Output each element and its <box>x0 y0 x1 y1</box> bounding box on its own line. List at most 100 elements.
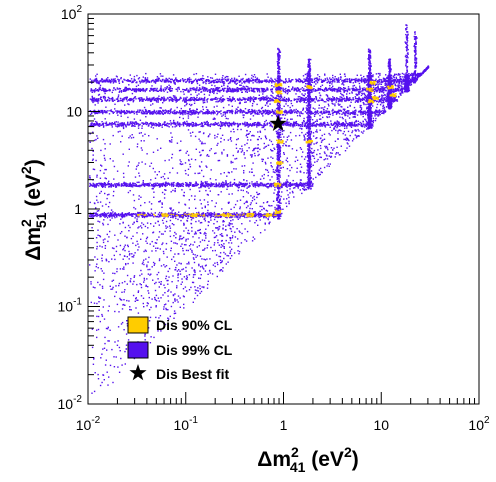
cl99-point <box>188 79 190 81</box>
cl99-point <box>175 96 177 98</box>
cl99-point <box>96 215 98 218</box>
cl99-point <box>283 122 285 125</box>
cl99-point <box>108 90 111 92</box>
cl99-point <box>234 90 236 92</box>
cl99-point <box>156 80 159 82</box>
cl99-point <box>360 99 362 101</box>
cl99-point <box>345 80 347 82</box>
cl99-point <box>264 89 266 92</box>
cl99-point <box>98 100 100 102</box>
cl99-point <box>118 184 121 186</box>
cl99-point <box>366 90 368 93</box>
cl99-point <box>167 125 169 127</box>
cl99-point <box>100 80 102 82</box>
cl99-point <box>220 184 222 186</box>
cl99-point <box>158 110 160 112</box>
cl99-point <box>175 112 178 115</box>
cl99-point <box>99 88 102 90</box>
cl99-point <box>188 113 190 115</box>
cl99-point <box>352 112 354 114</box>
cl99-point <box>215 89 217 92</box>
cl99-point <box>178 211 180 213</box>
cl99-point <box>152 90 155 92</box>
cl99-point <box>159 185 162 188</box>
cl99-point <box>188 125 190 127</box>
cl99-point <box>304 123 306 125</box>
cl99-point <box>151 113 154 115</box>
cl99-point <box>226 79 228 81</box>
cl99-point <box>269 185 271 187</box>
cl99-point <box>172 182 174 184</box>
cl99-point <box>188 185 190 188</box>
cl99-point <box>357 101 360 103</box>
cl99-point <box>268 216 270 218</box>
cl99-point <box>248 80 250 82</box>
cl99-point <box>215 101 217 103</box>
cl99-point <box>134 88 137 91</box>
cl99-point <box>242 184 244 186</box>
cl99-point <box>140 112 143 114</box>
cl99-point <box>122 100 124 103</box>
cl99-point <box>311 112 313 115</box>
cl99-point <box>319 97 321 99</box>
cl99-point <box>141 183 143 185</box>
cl99-point <box>349 125 351 127</box>
cl99-point <box>137 211 139 214</box>
cl99-point <box>318 125 320 127</box>
cl99-point <box>286 183 288 186</box>
cl99-point <box>267 182 270 185</box>
cl99-point <box>371 79 373 81</box>
cl99-point <box>306 80 309 82</box>
cl99-point <box>98 125 101 127</box>
cl99-point <box>127 121 129 123</box>
cl99-point <box>184 89 187 91</box>
cl99-point <box>236 89 238 91</box>
cl99-point <box>158 98 160 100</box>
cl99-point <box>99 213 102 216</box>
cl99-point <box>375 111 378 113</box>
cl99-point <box>283 111 285 113</box>
cl99-point <box>178 124 181 126</box>
cl99-point <box>185 185 188 187</box>
cl99-point <box>287 124 289 126</box>
cl99-point <box>193 123 195 126</box>
cl99-point <box>193 97 196 100</box>
cl99-point <box>185 215 187 217</box>
cl99-point <box>116 183 118 185</box>
cl99-point <box>243 98 245 100</box>
cl99-point <box>198 211 200 214</box>
cl99-point <box>299 80 301 83</box>
cl99-point <box>95 98 97 101</box>
cl99-point <box>353 89 355 91</box>
cl99-point <box>188 124 191 126</box>
cl99-point <box>280 185 282 188</box>
cl99-point <box>101 79 104 81</box>
cl99-point <box>115 213 118 215</box>
cl99-point <box>98 111 100 114</box>
cl99-point <box>100 109 102 112</box>
cl99-point <box>321 98 323 100</box>
cl99-point <box>151 215 153 217</box>
cl99-point <box>320 124 323 126</box>
cl99-point <box>378 89 381 91</box>
cl99-point <box>158 125 160 127</box>
cl99-point <box>373 91 376 93</box>
cl99-point <box>263 80 265 82</box>
cl99-point <box>202 182 204 184</box>
cl99-point <box>190 123 192 125</box>
cl99-point <box>118 111 120 113</box>
cl99-point <box>219 216 221 218</box>
cl99-point <box>239 101 241 103</box>
cl99-point <box>227 78 229 80</box>
cl99-point <box>124 86 127 89</box>
cl99-point <box>179 122 181 124</box>
cl99-point <box>226 122 228 124</box>
cl99-point <box>259 214 261 217</box>
cl99-point <box>154 82 157 84</box>
cl99-point <box>301 80 304 82</box>
cl99-point <box>134 79 136 81</box>
cl99-point <box>281 96 283 98</box>
cl99-point <box>188 91 190 93</box>
cl99-point <box>149 214 152 216</box>
cl99-point <box>208 125 210 127</box>
